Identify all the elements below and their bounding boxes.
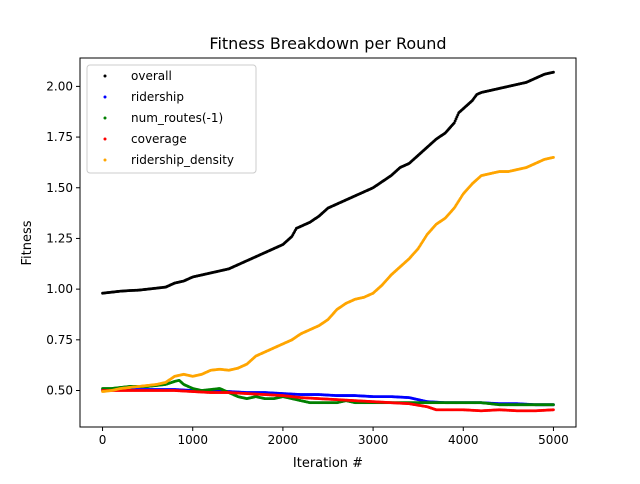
series-3 — [101, 389, 555, 413]
x-tick-label: 3000 — [358, 433, 389, 447]
legend-marker — [103, 158, 107, 162]
y-tick-label: 1.25 — [46, 231, 73, 245]
y-tick-label: 1.50 — [46, 181, 73, 195]
legend-marker — [103, 74, 107, 78]
chart-title: Fitness Breakdown per Round — [209, 34, 446, 53]
data-point — [552, 70, 555, 74]
y-tick-label: 1.00 — [46, 282, 73, 296]
x-tick-label: 1000 — [177, 433, 208, 447]
y-axis-label: Fitness — [20, 220, 35, 265]
legend-marker — [103, 95, 107, 99]
legend-marker — [103, 116, 107, 120]
legend-label: num_routes(-1) — [131, 111, 223, 125]
x-axis: 0 1000 2000 3000 4000 5000 — [99, 427, 569, 447]
data-point — [552, 408, 555, 412]
series-4 — [101, 155, 555, 393]
legend-marker — [103, 137, 107, 141]
data-point — [552, 403, 555, 407]
plot-area — [101, 70, 555, 413]
y-tick-label: 2.00 — [46, 79, 73, 93]
legend-box — [86, 64, 257, 174]
y-axis: 0.50 0.75 1.00 1.25 1.50 1.75 2.00 — [46, 79, 80, 398]
legend: overall ridership num_routes(-1) coverage ri… — [86, 64, 257, 174]
x-tick-label: 2000 — [268, 433, 299, 447]
x-tick-label: 0 — [99, 433, 107, 447]
x-tick-label: 4000 — [448, 433, 479, 447]
legend-label: coverage — [131, 132, 187, 146]
legend-label: ridership_density — [131, 153, 234, 167]
legend-label: ridership — [131, 90, 184, 104]
legend-label: overall — [131, 69, 172, 83]
y-tick-label: 0.50 — [46, 384, 73, 398]
y-tick-label: 0.75 — [46, 333, 73, 347]
x-tick-label: 5000 — [538, 433, 569, 447]
data-point — [552, 155, 555, 159]
plot-frame — [79, 57, 577, 428]
series-0 — [101, 70, 555, 295]
x-axis-label: Iteration # — [293, 456, 363, 471]
y-tick-label: 1.75 — [46, 130, 73, 144]
